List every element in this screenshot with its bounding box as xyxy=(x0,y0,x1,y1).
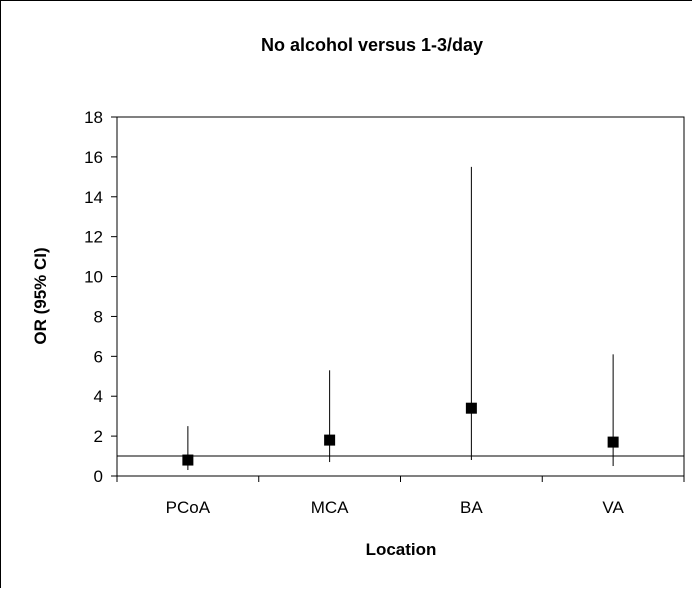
point-marker xyxy=(607,436,619,448)
point-marker xyxy=(182,454,194,466)
y-tick-label: 12 xyxy=(84,228,103,247)
y-axis-title: OR (95% CI) xyxy=(31,247,50,344)
x-tick-label: MCA xyxy=(311,498,349,517)
y-tick-label: 14 xyxy=(84,188,103,207)
plot-area xyxy=(116,116,685,477)
data-points xyxy=(182,402,619,466)
y-tick-label: 10 xyxy=(84,268,103,287)
point-marker xyxy=(465,402,477,414)
y-axis-ticks: 0 2 4 6 8 10 12 14 16 18 xyxy=(84,108,117,486)
y-tick-label: 0 xyxy=(94,467,103,486)
y-tick-label: 4 xyxy=(94,387,103,406)
chart-title: No alcohol versus 1-3/day xyxy=(261,35,483,55)
y-tick-label: 8 xyxy=(94,307,103,326)
y-tick-label: 2 xyxy=(94,427,103,446)
y-tick-label: 16 xyxy=(84,148,103,167)
y-tick-label: 6 xyxy=(94,347,103,366)
confidence-intervals xyxy=(187,166,614,471)
point-marker xyxy=(324,434,336,446)
x-axis-title: Location xyxy=(366,540,437,559)
x-axis-ticks: PCoA MCA BA VA xyxy=(116,476,685,517)
x-tick-label: BA xyxy=(460,498,483,517)
y-tick-label: 18 xyxy=(84,108,103,127)
x-tick-label: VA xyxy=(602,498,624,517)
x-tick-label: PCoA xyxy=(166,498,211,517)
